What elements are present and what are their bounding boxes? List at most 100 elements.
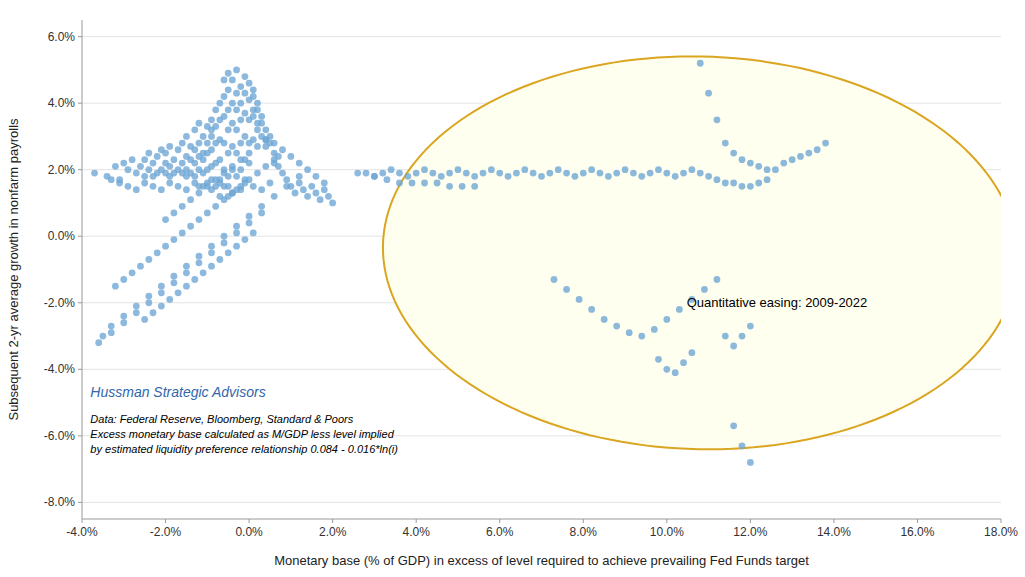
- point: [384, 176, 391, 183]
- point: [730, 343, 737, 350]
- point: [283, 183, 290, 190]
- point: [363, 170, 370, 177]
- point: [246, 220, 253, 227]
- y-tick: [78, 302, 82, 303]
- point: [237, 156, 244, 163]
- point: [697, 60, 704, 67]
- point: [125, 166, 132, 173]
- point: [196, 259, 203, 266]
- y-tick-label: -2.0%: [44, 296, 76, 310]
- point: [229, 190, 236, 197]
- x-tick: [416, 519, 417, 523]
- point: [225, 86, 232, 93]
- point: [141, 316, 148, 323]
- point: [287, 153, 294, 160]
- point: [242, 133, 249, 140]
- point: [814, 146, 821, 153]
- point: [233, 106, 240, 113]
- point: [175, 289, 182, 296]
- x-tick: [165, 519, 166, 523]
- point: [150, 160, 157, 167]
- point: [229, 143, 236, 150]
- point: [714, 276, 721, 283]
- x-tick-label: 8.0%: [570, 525, 598, 539]
- point: [137, 163, 144, 170]
- point: [538, 173, 545, 180]
- point: [789, 156, 796, 163]
- point: [388, 166, 395, 173]
- axes: -4.0%-2.0%0.0%2.0%4.0%6.0%8.0%10.0%12.0%…: [44, 20, 1019, 539]
- point: [242, 90, 249, 97]
- point: [480, 170, 487, 177]
- point: [116, 180, 123, 187]
- y-tick: [78, 169, 82, 170]
- y-tick-label: -6.0%: [44, 429, 76, 443]
- point: [755, 163, 762, 170]
- point: [120, 313, 127, 320]
- x-tick-label: 16.0%: [900, 525, 934, 539]
- point: [208, 249, 215, 256]
- x-tick-label: 10.0%: [650, 525, 684, 539]
- point: [237, 100, 244, 107]
- point: [688, 166, 695, 173]
- point: [233, 150, 240, 157]
- point: [216, 156, 223, 163]
- point: [747, 323, 754, 330]
- point: [471, 173, 478, 180]
- y-tick-label: 6.0%: [48, 30, 76, 44]
- point: [120, 160, 127, 167]
- x-tick-label: 2.0%: [319, 525, 347, 539]
- point: [630, 170, 637, 177]
- point: [200, 269, 207, 276]
- point: [764, 166, 771, 173]
- point: [175, 183, 182, 190]
- point: [459, 183, 466, 190]
- point: [655, 166, 662, 173]
- point: [739, 156, 746, 163]
- point: [250, 86, 257, 93]
- point: [258, 186, 265, 193]
- point: [242, 73, 249, 80]
- point: [246, 213, 253, 220]
- point: [246, 160, 253, 167]
- point: [154, 153, 161, 160]
- point: [279, 146, 286, 153]
- point: [250, 230, 257, 237]
- point: [513, 170, 520, 177]
- point: [158, 283, 165, 290]
- point: [304, 193, 311, 200]
- point: [354, 170, 361, 177]
- series: [91, 67, 336, 347]
- point: [563, 286, 570, 293]
- point: [242, 236, 249, 243]
- y-tick-label: 2.0%: [48, 163, 76, 177]
- point: [258, 120, 265, 127]
- point: [179, 160, 186, 167]
- point: [254, 143, 261, 150]
- qe-ellipse: [383, 56, 1001, 449]
- point: [638, 173, 645, 180]
- point: [705, 173, 712, 180]
- point: [805, 150, 812, 157]
- y-tick-label: -4.0%: [44, 362, 76, 376]
- footnote: by estimated liquidity preference relati…: [90, 443, 398, 455]
- point: [108, 323, 115, 330]
- x-tick-label: -4.0%: [66, 525, 98, 539]
- point: [233, 90, 240, 97]
- point: [196, 140, 203, 147]
- point: [676, 306, 683, 313]
- y-tick: [78, 36, 82, 37]
- y-tick-label: -8.0%: [44, 495, 76, 509]
- point: [145, 166, 152, 173]
- point: [580, 170, 587, 177]
- point: [196, 120, 203, 127]
- point: [271, 156, 278, 163]
- annotations: Quantitative easing: 2009-2022Hussman St…: [90, 295, 867, 455]
- point: [576, 296, 583, 303]
- point: [262, 136, 269, 143]
- point: [233, 243, 240, 250]
- point: [250, 136, 257, 143]
- point: [275, 163, 282, 170]
- point: [166, 143, 173, 150]
- point: [551, 276, 558, 283]
